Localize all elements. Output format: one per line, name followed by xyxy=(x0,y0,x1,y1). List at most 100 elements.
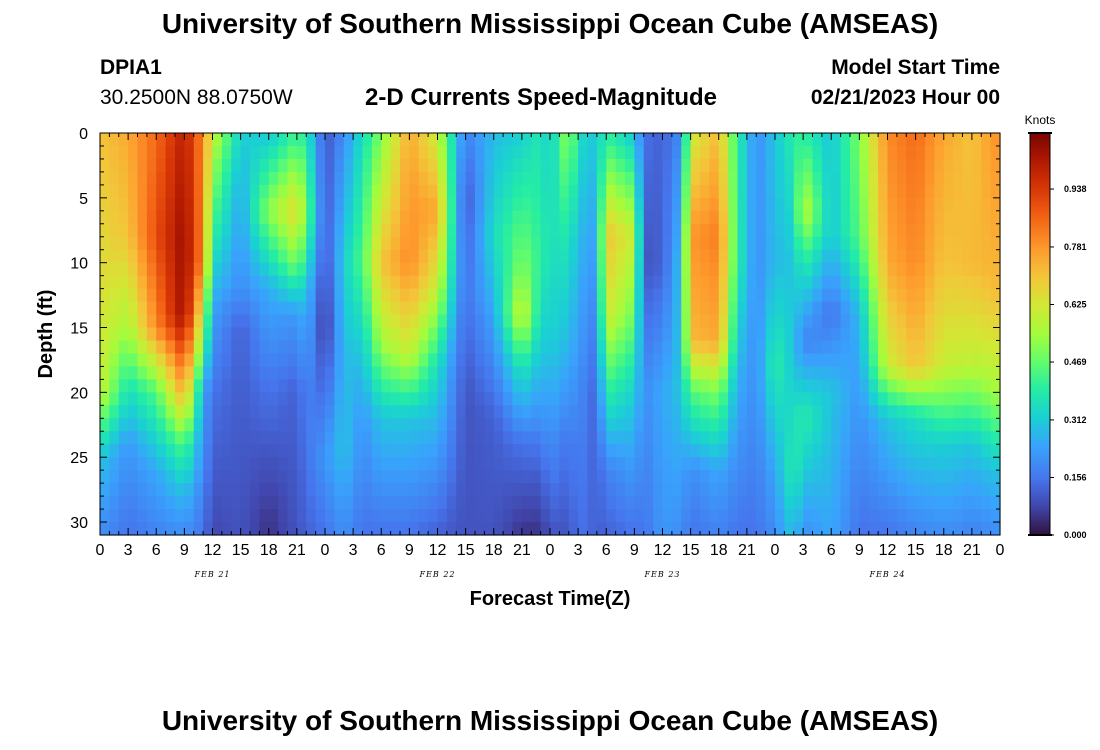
heatmap-cell xyxy=(409,379,420,393)
heatmap-cell xyxy=(775,431,785,445)
heatmap-cell xyxy=(521,509,532,523)
heatmap-cell xyxy=(203,379,214,393)
heatmap-cell xyxy=(184,470,195,484)
heatmap-cell xyxy=(606,210,617,225)
heatmap-cell xyxy=(925,483,935,497)
heatmap-cell xyxy=(700,262,710,277)
heatmap-cell xyxy=(475,496,485,510)
heatmap-cell xyxy=(503,327,514,342)
heatmap-cell xyxy=(700,197,710,212)
heatmap-cell xyxy=(343,470,354,484)
heatmap-cell xyxy=(165,210,176,225)
heatmap-cell xyxy=(971,457,982,471)
heatmap-cell xyxy=(296,158,307,173)
heatmap-cell xyxy=(550,236,560,251)
heatmap-cell xyxy=(137,509,148,523)
heatmap-cell xyxy=(596,483,607,497)
heatmap-cell xyxy=(465,288,476,303)
heatmap-cell xyxy=(531,431,542,445)
heatmap-cell xyxy=(559,405,570,419)
heatmap-cell xyxy=(343,522,354,536)
heatmap-cell xyxy=(531,509,542,523)
heatmap-cell xyxy=(128,275,139,290)
heatmap-cell xyxy=(437,470,448,484)
heatmap-cell xyxy=(700,210,710,225)
heatmap-cell xyxy=(990,431,1001,445)
heatmap-cell xyxy=(653,197,664,212)
heatmap-cell xyxy=(803,327,814,342)
heatmap-cell xyxy=(643,133,654,147)
heatmap-cell xyxy=(737,366,748,380)
heatmap-cell xyxy=(259,509,270,523)
heatmap-cell xyxy=(934,340,945,355)
heatmap-cell xyxy=(728,340,739,355)
heatmap-cell xyxy=(878,405,889,419)
heatmap-cell xyxy=(550,327,560,342)
heatmap-cell xyxy=(859,483,870,497)
heatmap-cell xyxy=(531,379,542,393)
heatmap-cell xyxy=(371,418,382,432)
heatmap-cell xyxy=(718,249,729,264)
heatmap-cell xyxy=(475,133,485,147)
heatmap-cell xyxy=(718,197,729,212)
heatmap-cell xyxy=(831,444,842,458)
heatmap-cell xyxy=(193,353,204,368)
heatmap-cell xyxy=(193,470,204,484)
heatmap-cell xyxy=(737,171,748,186)
heatmap-cell xyxy=(296,392,307,406)
heatmap-cell xyxy=(315,522,326,536)
heatmap-cell xyxy=(559,158,570,173)
heatmap-cell xyxy=(896,327,907,342)
heatmap-cell xyxy=(287,483,298,497)
heatmap-cell xyxy=(250,353,260,368)
heatmap-cell xyxy=(634,470,645,484)
heatmap-cell xyxy=(709,431,720,445)
x-tick-label: 9 xyxy=(405,542,414,559)
heatmap-cell xyxy=(981,249,992,264)
heatmap-cell xyxy=(315,470,326,484)
heatmap-cell xyxy=(484,171,495,186)
heatmap-cell xyxy=(428,327,439,342)
heatmap-cell xyxy=(812,223,823,238)
heatmap-cell xyxy=(475,314,485,329)
heatmap-cell xyxy=(521,171,532,186)
heatmap-cell xyxy=(353,145,364,160)
heatmap-cell xyxy=(362,133,373,147)
heatmap-cell xyxy=(550,483,560,497)
heatmap-cell xyxy=(587,483,598,497)
heatmap-cell xyxy=(503,431,514,445)
heatmap-cell xyxy=(371,262,382,277)
heatmap-cell xyxy=(756,158,767,173)
heatmap-cell xyxy=(456,223,467,238)
heatmap-cell xyxy=(175,275,185,290)
heatmap-cell xyxy=(343,301,354,316)
heatmap-cell xyxy=(268,158,279,173)
heatmap-cell xyxy=(296,275,307,290)
heatmap-cell xyxy=(775,223,785,238)
heatmap-cell xyxy=(381,431,392,445)
heatmap-cell xyxy=(259,379,270,393)
heatmap-cell xyxy=(953,405,964,419)
heatmap-cell xyxy=(915,496,926,510)
heatmap-cell xyxy=(118,262,129,277)
heatmap-cell xyxy=(550,509,560,523)
heatmap-cell xyxy=(137,496,148,510)
heatmap-cell xyxy=(390,184,401,199)
heatmap-cell xyxy=(296,262,307,277)
heatmap-cell xyxy=(193,171,204,186)
heatmap-cell xyxy=(184,288,195,303)
heatmap-cell xyxy=(437,262,448,277)
heatmap-cell xyxy=(821,496,832,510)
heatmap-cell xyxy=(100,483,110,497)
heatmap-cell xyxy=(343,184,354,199)
heatmap-cell xyxy=(306,509,317,523)
heatmap-cell xyxy=(456,327,467,342)
heatmap-cell xyxy=(175,327,185,342)
heatmap-cell xyxy=(662,470,673,484)
heatmap-cell xyxy=(559,145,570,160)
heatmap-cell xyxy=(484,444,495,458)
heatmap-cell xyxy=(765,262,776,277)
heatmap-cell xyxy=(128,210,139,225)
heatmap-cell xyxy=(756,210,767,225)
heatmap-cell xyxy=(990,249,1001,264)
